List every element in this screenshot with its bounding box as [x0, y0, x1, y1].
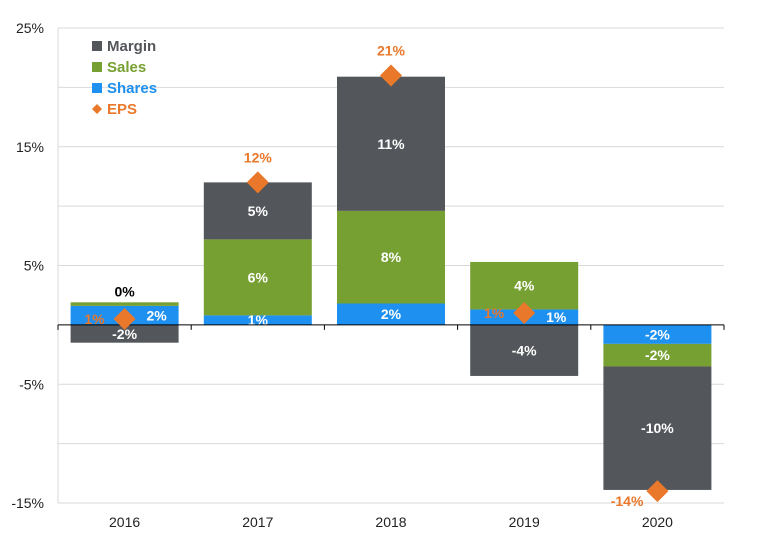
- y-tick-label: -5%: [19, 376, 44, 392]
- eps-data-label: 1%: [84, 311, 105, 327]
- y-tick-label: 25%: [16, 20, 44, 36]
- eps-diamond-marker: [113, 307, 136, 330]
- segment-data-label: 11%: [377, 136, 405, 152]
- x-axis-tick-labels: 2016 2017 2018 2019 2020: [109, 514, 673, 530]
- y-tick-label: 15%: [16, 139, 44, 155]
- segment-data-label: -4%: [512, 342, 537, 358]
- segment-data-label: 1%: [546, 309, 567, 325]
- eps-data-label: 12%: [244, 149, 273, 165]
- legend-item-margin: Margin: [92, 38, 156, 55]
- segment-data-label: -2%: [645, 347, 670, 363]
- bar-segment-margin: [70, 324, 179, 343]
- eps-diamond-marker: [380, 64, 402, 87]
- segment-data-label: -2%: [645, 326, 670, 342]
- legend-square-swatch: [92, 41, 102, 51]
- x-tick-label: 2020: [642, 514, 673, 530]
- bar-segment-sales: [337, 210, 445, 304]
- bar-segment-shares: [603, 324, 712, 344]
- bar-segment-sales: [603, 343, 712, 367]
- segment-data-label: 6%: [248, 269, 269, 285]
- eps-diamond-marker: [646, 480, 669, 503]
- legend-diamond-swatch: [92, 104, 102, 114]
- legend: Margin Sales Shares EPS: [92, 38, 157, 118]
- legend-label: EPS: [107, 101, 137, 118]
- x-tick-label: 2017: [242, 514, 273, 530]
- segment-data-label: -10%: [641, 420, 674, 436]
- eps-data-label: 1%: [484, 305, 505, 321]
- eps-diamond-marker: [513, 302, 536, 324]
- legend-item-eps: EPS: [92, 101, 137, 118]
- y-tick-label: -15%: [11, 495, 44, 511]
- segment-data-label: 8%: [381, 249, 402, 265]
- legend-label: Shares: [107, 80, 157, 97]
- bar-segment-margin: [470, 324, 579, 376]
- bar-segment-margin: [337, 76, 445, 211]
- segment-data-label: 4%: [514, 278, 535, 294]
- legend-item-shares: Shares: [92, 80, 157, 97]
- bar-segment-sales: [203, 239, 312, 316]
- legend-square-swatch: [92, 62, 102, 72]
- y-tick-label: 5%: [24, 258, 44, 274]
- x-tick-label: 2016: [109, 514, 140, 530]
- bar-segment-shares: [337, 303, 445, 325]
- eps-data-label: 21%: [377, 43, 406, 59]
- bars: 2% 0% -2% 1% 6% 5% 2% 8% 11% 1% 4% -4% -2% -2% -10%: [57, 76, 725, 490]
- bar-segment-shares: [203, 315, 312, 325]
- segment-data-label: 2%: [146, 307, 167, 323]
- segment-data-label: 2%: [381, 306, 402, 322]
- x-tick-label: 2018: [375, 514, 406, 530]
- segment-data-label: 5%: [248, 203, 269, 219]
- segment-data-label: 0%: [114, 283, 135, 299]
- eps-diamond-marker: [246, 171, 269, 194]
- eps-data-label: -14%: [611, 493, 644, 509]
- bar-segment-sales: [70, 302, 179, 306]
- segment-data-label: -2%: [112, 326, 137, 342]
- legend-label: Margin: [107, 38, 156, 55]
- eps-markers: 1% 12% 21% 1% -14%: [84, 43, 669, 509]
- bar-segment-sales: [470, 261, 579, 310]
- bar-segment-margin: [603, 366, 712, 490]
- x-tick-label: 2019: [509, 514, 540, 530]
- legend-item-sales: Sales: [92, 59, 146, 76]
- legend-square-swatch: [92, 83, 102, 93]
- y-axis-tick-labels: 25% 15% 5% -5% -15%: [11, 20, 44, 511]
- segment-data-label: 1%: [248, 312, 269, 328]
- legend-label: Sales: [107, 59, 146, 76]
